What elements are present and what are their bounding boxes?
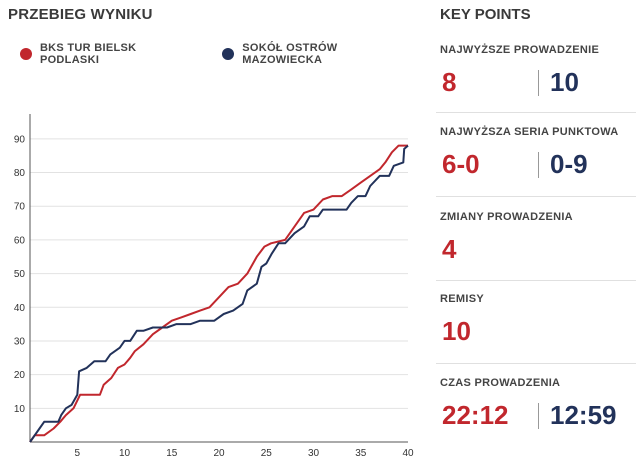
y-tick-label: 30 [14, 336, 26, 347]
key-point-away-value: 10 [550, 67, 579, 97]
x-tick-label: 15 [166, 448, 178, 459]
x-tick-label: 5 [74, 448, 80, 459]
key-point-label: ZMIANY PROWADZENIA [440, 211, 573, 223]
divider [436, 196, 636, 197]
key-point-separator [538, 70, 539, 96]
key-points-title: KEY POINTS [440, 6, 531, 23]
key-point-label: NAJWYŻSZE PROWADZENIE [440, 44, 600, 56]
legend-dot-home [20, 48, 32, 60]
legend-item-away[interactable]: SOKÓŁ OSTRÓW MAZOWIECKA [222, 42, 420, 66]
chart-grid [30, 138, 408, 409]
key-point-home-value: 8 [442, 67, 457, 97]
y-tick-label: 90 [14, 134, 26, 145]
y-tick-label: 40 [14, 303, 26, 314]
series-line-away [29, 144, 409, 443]
x-tick-label: 20 [213, 448, 225, 459]
key-point-home-value: 4 [442, 234, 457, 264]
y-tick-label: 10 [14, 404, 26, 415]
key-point-label: REMISY [440, 293, 484, 305]
legend-item-home[interactable]: BKS TUR BIELSK PODLASKI [20, 42, 198, 66]
key-point-home-value: 10 [442, 316, 471, 346]
divider [436, 363, 636, 364]
key-point-home-value: 6-0 [442, 149, 480, 179]
y-tick-label: 50 [14, 269, 26, 280]
score-progress-title: PRZEBIEG WYNIKU [8, 6, 153, 23]
score-progress-panel: PRZEBIEG WYNIKU BKS TUR BIELSK PODLASKI … [8, 6, 420, 459]
chart-series [29, 144, 409, 443]
series-line-home [29, 144, 408, 443]
key-point-away-value: 0-9 [550, 149, 588, 179]
key-point-separator [538, 403, 539, 429]
legend-label-away: SOKÓŁ OSTRÓW MAZOWIECKA [242, 42, 338, 66]
divider [436, 280, 636, 281]
chart-tick-labels: 10 20 30 40 50 60 70 80 90 5 10 15 20 25 30 35 40 [14, 134, 414, 459]
y-tick-label: 80 [14, 168, 26, 179]
x-tick-label: 35 [355, 448, 367, 459]
key-point-home-value: 22:12 [442, 400, 509, 430]
x-tick-label: 25 [261, 448, 273, 459]
y-tick-label: 60 [14, 235, 26, 246]
key-points-panel: KEY POINTS NAJWYŻSZE PROWADZENIE 8 10 NA… [428, 0, 640, 465]
y-tick-label: 20 [14, 370, 26, 381]
x-tick-label: 40 [402, 448, 414, 459]
x-tick-label: 10 [119, 448, 131, 459]
legend-label-home: BKS TUR BIELSK PODLASKI [39, 42, 137, 66]
divider [436, 112, 636, 113]
x-tick-label: 30 [308, 448, 320, 459]
chart-axes [29, 114, 408, 443]
key-point-label: NAJWYŻSZA SERIA PUNKTOWA [440, 126, 619, 138]
chart-legend: BKS TUR BIELSK PODLASKI SOKÓŁ OSTRÓW MAZ… [20, 42, 420, 66]
score-progress-chart: 10 20 30 40 50 60 70 80 90 5 10 15 20 25 30 35 40 [14, 114, 414, 459]
key-point-separator [538, 152, 539, 178]
key-point-label: CZAS PROWADZENIA [440, 377, 561, 389]
legend-dot-away [222, 48, 235, 60]
key-point-away-value: 12:59 [550, 400, 617, 430]
y-tick-label: 70 [14, 202, 26, 213]
